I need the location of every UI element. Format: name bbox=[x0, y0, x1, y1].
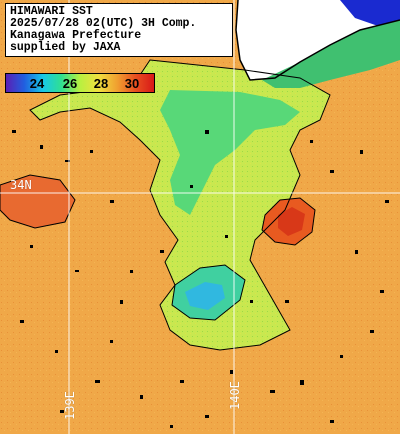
colorbar-tick: 30 bbox=[124, 76, 140, 91]
land-region bbox=[236, 0, 400, 80]
contour-lines bbox=[0, 59, 331, 351]
caption-region: Kanagawa Prefecture bbox=[10, 29, 142, 42]
cloud-specks bbox=[12, 130, 389, 428]
sst-colorbar: 24 26 28 30 bbox=[5, 73, 155, 93]
colorbar-tick: 28 bbox=[93, 76, 109, 91]
hot-core-east-inner bbox=[278, 207, 305, 236]
caption-source: supplied by JAXA bbox=[10, 41, 121, 54]
map-caption: HIMAWARI SST 2025/07/28 02(UTC) 3H Comp.… bbox=[5, 3, 233, 57]
coastal-water bbox=[262, 20, 400, 88]
coastal-edge bbox=[235, 0, 400, 81]
cold-water-patch bbox=[185, 282, 225, 310]
colorbar-tick: 24 bbox=[29, 76, 45, 91]
bay-cold-water bbox=[340, 0, 400, 26]
caption-title: HIMAWARI SST bbox=[10, 5, 93, 18]
colorbar-tick: 26 bbox=[62, 76, 78, 91]
longitude-label: 140E bbox=[228, 381, 242, 410]
caption-datetime: 2025/07/28 02(UTC) 3H Comp. bbox=[10, 17, 197, 30]
hot-core-west bbox=[0, 175, 75, 228]
longitude-label: 139E bbox=[63, 391, 77, 420]
cool-water-region bbox=[160, 90, 300, 215]
latitude-label: 34N bbox=[10, 178, 32, 192]
